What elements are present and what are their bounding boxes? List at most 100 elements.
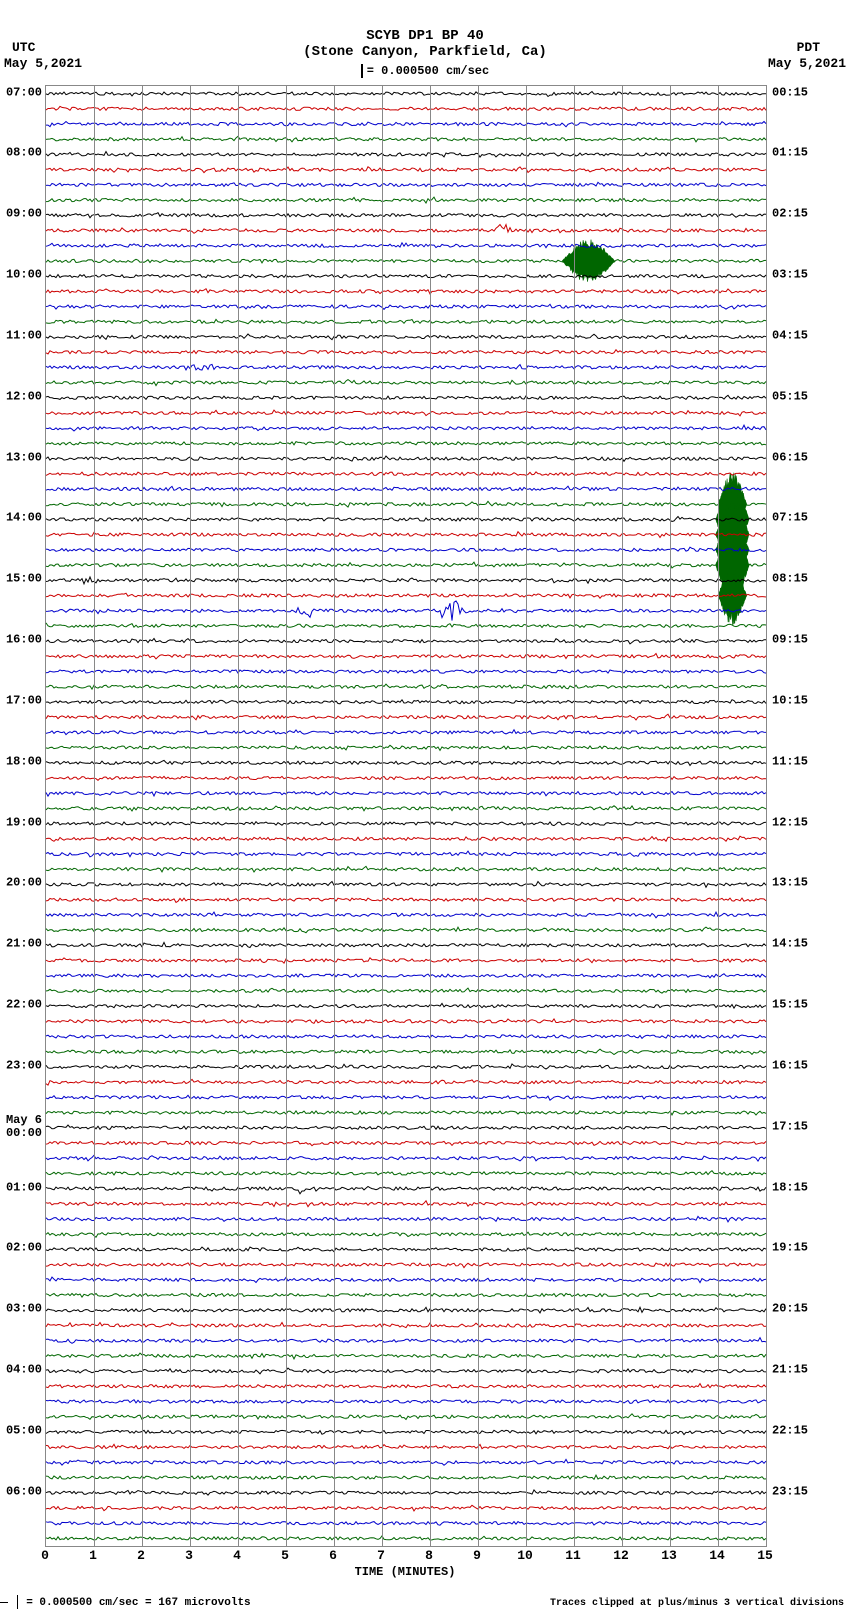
x-tick-label: 12: [613, 1548, 629, 1563]
seismic-trace: [46, 942, 766, 947]
y-left-label: 14:00: [6, 512, 42, 525]
y-left-label: 10:00: [6, 269, 42, 282]
seismic-trace: [46, 517, 766, 522]
grid-line: [430, 86, 431, 1546]
y-right-label: 13:15: [772, 877, 808, 890]
traces-svg: [46, 86, 766, 1546]
y-right-label: 22:15: [772, 1424, 808, 1437]
seismic-trace: [46, 988, 766, 993]
x-tick-label: 0: [41, 1548, 49, 1563]
x-tick-label: 14: [709, 1548, 725, 1563]
seismic-trace: [46, 1414, 766, 1420]
grid-line: [334, 86, 335, 1546]
y-left-label: 21:00: [6, 938, 42, 951]
seismic-trace: [46, 1111, 766, 1115]
y-left-label: 15:00: [6, 573, 42, 586]
seismogram-plot: [45, 85, 767, 1547]
x-tick-label: 3: [185, 1548, 193, 1563]
seismic-trace: [46, 1323, 766, 1328]
seismic-trace: [46, 822, 766, 826]
seismic-trace: [46, 197, 766, 203]
y-right-label: 04:15: [772, 329, 808, 342]
seismic-trace: [46, 472, 766, 476]
grid-line: [718, 86, 719, 1546]
right-date: May 5,2021: [768, 56, 846, 71]
seismic-trace: [46, 776, 766, 780]
y-right-label: 12:15: [772, 816, 808, 829]
seismic-trace: [46, 1444, 766, 1448]
seismic-trace: [46, 912, 766, 918]
seismic-trace: [46, 1019, 766, 1024]
x-tick-label: 6: [329, 1548, 337, 1563]
seismic-trace: [46, 851, 766, 857]
y-right-label: 06:15: [772, 451, 808, 464]
y-right-label: 18:15: [772, 1181, 808, 1194]
seismic-trace: [46, 1201, 766, 1207]
x-tick-label: 1: [89, 1548, 97, 1563]
seismic-trace: [46, 1141, 766, 1145]
y-left-label: 08:00: [6, 147, 42, 160]
seismic-trace: [46, 714, 766, 720]
seismic-trace: [46, 730, 766, 735]
y-axis-left: 07:0008:0009:0010:0011:0012:0013:0014:00…: [0, 85, 44, 1545]
y-left-label: 18:00: [6, 755, 42, 768]
seismic-trace: [46, 213, 766, 218]
seismic-trace: [46, 425, 766, 431]
y-right-label: 05:15: [772, 390, 808, 403]
y-left-label: 16:00: [6, 633, 42, 646]
seismic-trace: [46, 1079, 766, 1085]
y-left-label: 02:00: [6, 1242, 42, 1255]
grid-line: [670, 86, 671, 1546]
y-right-label: 21:15: [772, 1363, 808, 1376]
seismic-trace: [46, 1307, 766, 1313]
seismic-trace: [46, 1232, 766, 1237]
seismic-trace: [46, 122, 766, 127]
chart-title: SCYB DP1 BP 40: [0, 28, 850, 44]
seismic-trace: [46, 1003, 766, 1008]
y-left-label: 17:00: [6, 694, 42, 707]
seismic-trace: [46, 1277, 766, 1283]
scale-bar-icon: [0, 1602, 8, 1603]
seismic-trace: [46, 486, 766, 490]
seismic-trace: [46, 745, 766, 750]
footer-right: Traces clipped at plus/minus 3 vertical …: [550, 1598, 844, 1609]
y-left-label: 19:00: [6, 816, 42, 829]
x-tick-label: 4: [233, 1548, 241, 1563]
seismic-trace: [46, 882, 766, 888]
x-tick-label: 9: [473, 1548, 481, 1563]
seismic-trace: [46, 92, 766, 97]
x-tick-label: 15: [757, 1548, 773, 1563]
seismic-trace: [46, 106, 766, 110]
seismic-trace: [46, 1384, 766, 1388]
seismic-trace: [46, 639, 766, 644]
y-axis-right: 00:1501:1502:1503:1504:1505:1506:1507:15…: [770, 85, 845, 1545]
seismic-trace: [46, 1263, 766, 1268]
seismic-trace: [46, 593, 766, 598]
seismic-trace: [46, 1459, 766, 1465]
y-left-label: 11:00: [6, 329, 42, 342]
seismic-trace: [46, 289, 766, 294]
seismic-trace: [46, 364, 766, 370]
seismic-trace: [46, 275, 766, 278]
y-left-label: 20:00: [6, 877, 42, 890]
y-right-label: 07:15: [772, 512, 808, 525]
y-right-label: 08:15: [772, 573, 808, 586]
seismic-trace: [46, 182, 766, 186]
y-right-label: 19:15: [772, 1242, 808, 1255]
seismic-trace: [46, 601, 766, 621]
seismic-trace: [46, 456, 766, 461]
x-tick-label: 5: [281, 1548, 289, 1563]
chart-scale: = 0.000500 cm/sec: [0, 64, 850, 78]
seismic-trace: [46, 684, 766, 689]
seismic-trace: [46, 654, 766, 659]
seismic-trace: [46, 866, 766, 872]
seismic-trace: [46, 1536, 766, 1540]
seismic-trace: [46, 410, 766, 416]
grid-line: [622, 86, 623, 1546]
y-right-label: 09:15: [772, 633, 808, 646]
x-tick-label: 11: [565, 1548, 581, 1563]
footer-left: = 0.000500 cm/sec = 167 microvolts: [0, 1595, 251, 1609]
left-timezone: UTC: [12, 40, 35, 55]
seismic-trace: [46, 1475, 766, 1479]
left-date: May 5,2021: [4, 56, 82, 71]
